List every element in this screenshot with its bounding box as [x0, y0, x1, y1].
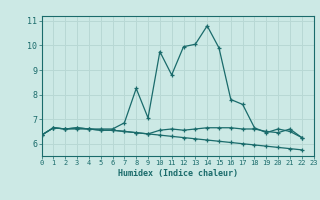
X-axis label: Humidex (Indice chaleur): Humidex (Indice chaleur)	[118, 169, 237, 178]
